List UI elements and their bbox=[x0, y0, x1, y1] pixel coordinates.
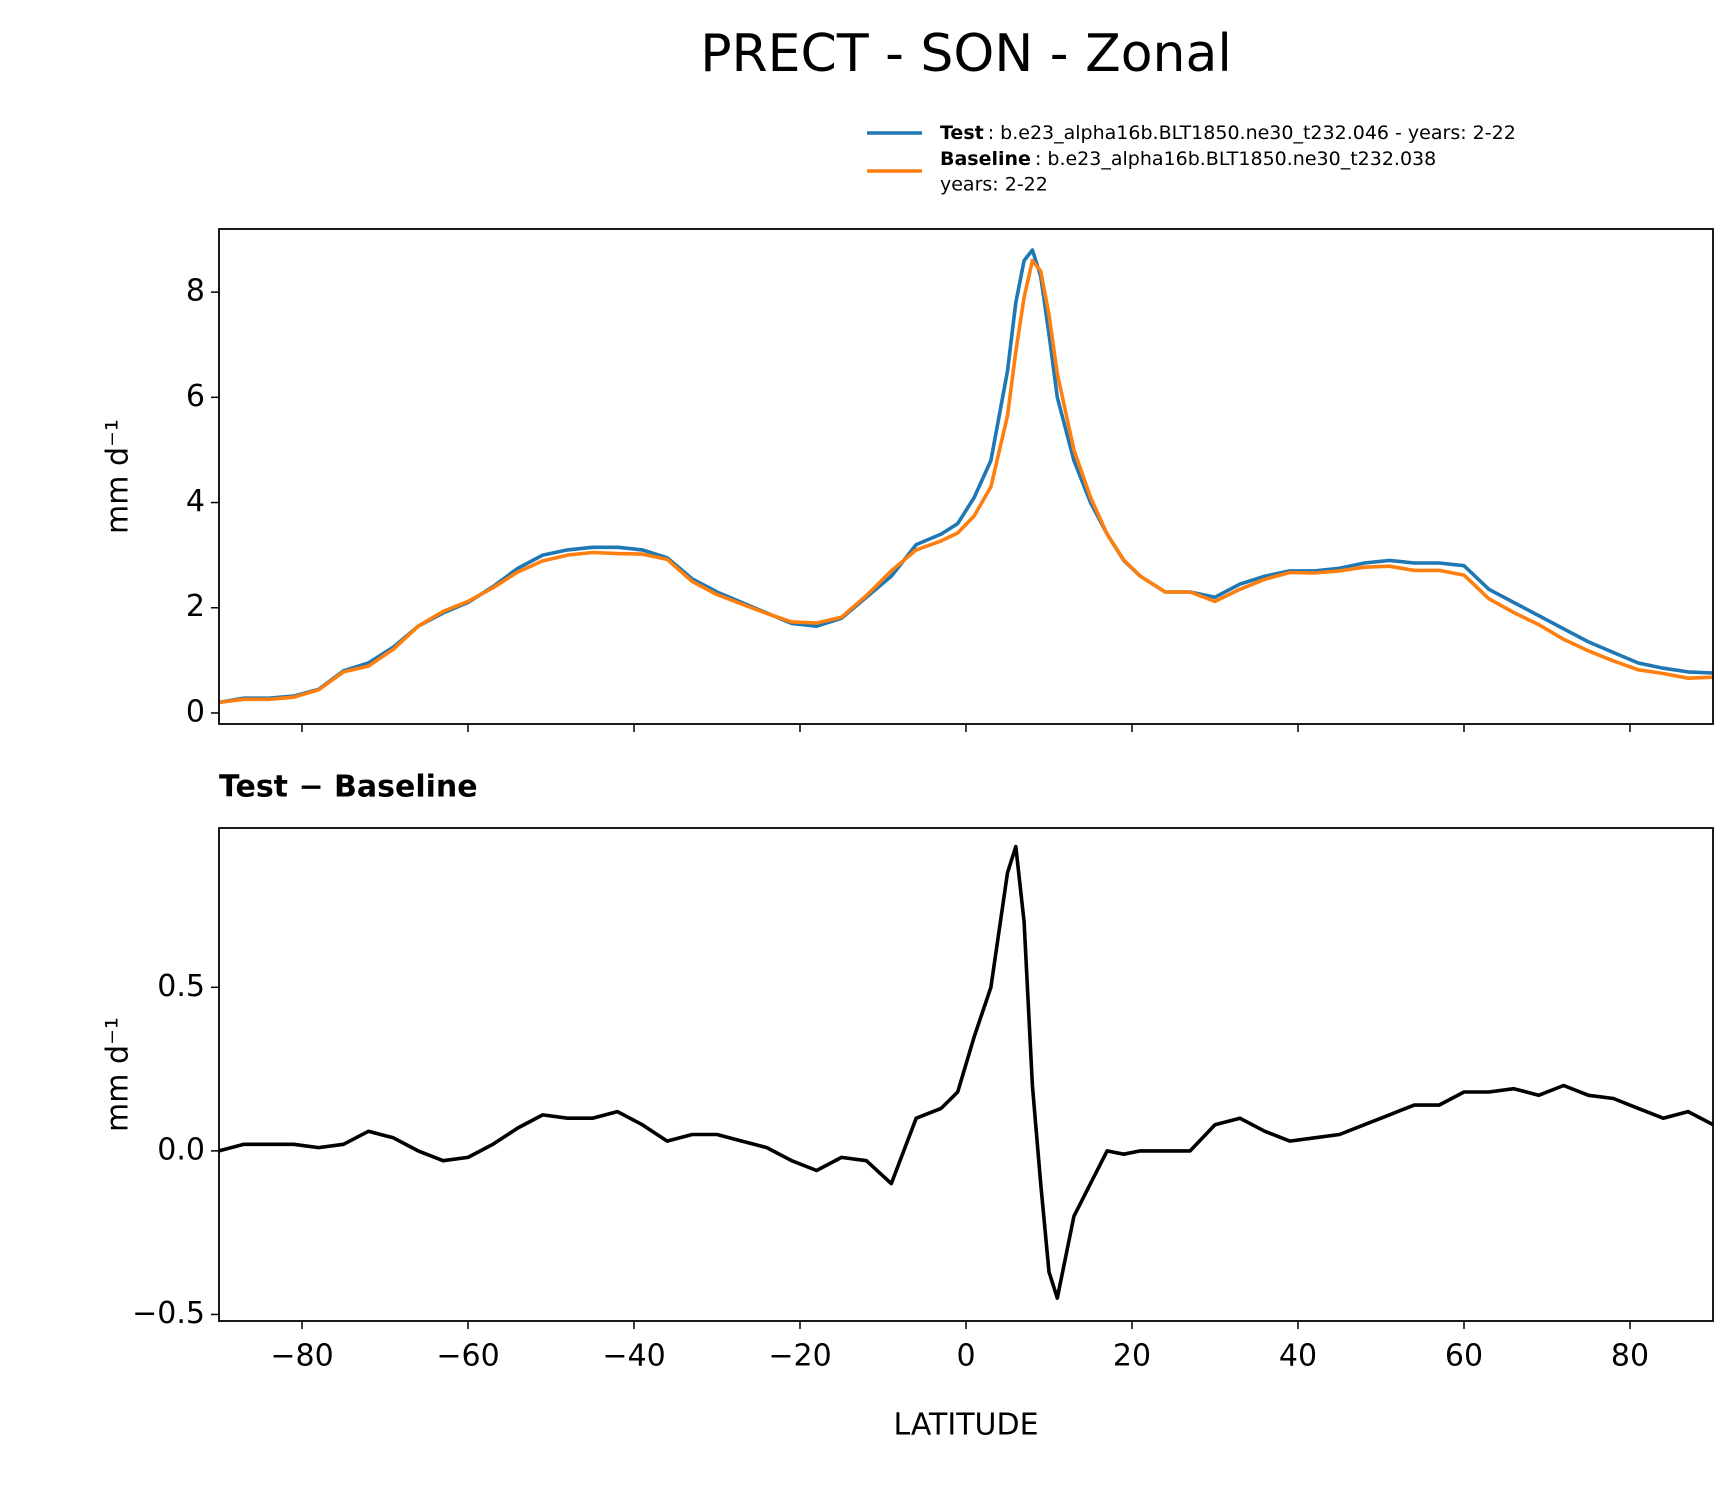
series-line bbox=[219, 248, 1713, 705]
figure-title: PRECT - SON - Zonal bbox=[700, 24, 1232, 84]
legend-label: : b.e23_alpha16b.BLT1850.ne30_t232.038 bbox=[1035, 148, 1436, 170]
legend-label: years: 2-22 bbox=[940, 174, 1048, 196]
legend-name: Baseline bbox=[940, 148, 1031, 170]
x-tick-label: −80 bbox=[270, 1339, 333, 1374]
y-tick-label: 6 bbox=[186, 379, 205, 414]
y-tick-label: 0.0 bbox=[157, 1132, 205, 1167]
x-tick-label: 40 bbox=[1279, 1339, 1317, 1374]
x-tick-label: 60 bbox=[1445, 1339, 1483, 1374]
y-tick-label: 0 bbox=[186, 694, 205, 729]
series-line bbox=[219, 258, 1713, 705]
series-line bbox=[219, 844, 1713, 1300]
y-tick-label: 8 bbox=[186, 274, 205, 309]
subplot-title: Test − Baseline bbox=[219, 770, 478, 805]
x-tick-label: −60 bbox=[436, 1339, 499, 1374]
legend-entry: Baseline: b.e23_alpha16b.BLT1850.ne30_t2… bbox=[940, 148, 1436, 170]
x-tick-label: −40 bbox=[602, 1339, 665, 1374]
legend-name: Test bbox=[940, 122, 984, 144]
y-tick-label: 0.5 bbox=[157, 969, 205, 1004]
legend-entry: Test: b.e23_alpha16b.BLT1850.ne30_t232.0… bbox=[940, 122, 1516, 144]
y-tick-label: 2 bbox=[186, 589, 205, 624]
x-tick-label: 20 bbox=[1113, 1339, 1151, 1374]
y-tick-label: −0.5 bbox=[132, 1296, 205, 1331]
y-axis-label: mm d⁻¹ bbox=[101, 419, 136, 534]
legend-label: : b.e23_alpha16b.BLT1850.ne30_t232.046 -… bbox=[988, 122, 1516, 144]
axes-frame bbox=[218, 827, 1714, 1322]
x-tick-label: 0 bbox=[956, 1339, 975, 1374]
x-tick-label: 80 bbox=[1611, 1339, 1649, 1374]
axes-frame bbox=[218, 228, 1714, 725]
y-axis-label: mm d⁻¹ bbox=[101, 1017, 136, 1132]
x-tick-label: −20 bbox=[768, 1339, 831, 1374]
y-tick-label: 4 bbox=[186, 484, 205, 519]
x-axis-label: LATITUDE bbox=[893, 1408, 1038, 1443]
